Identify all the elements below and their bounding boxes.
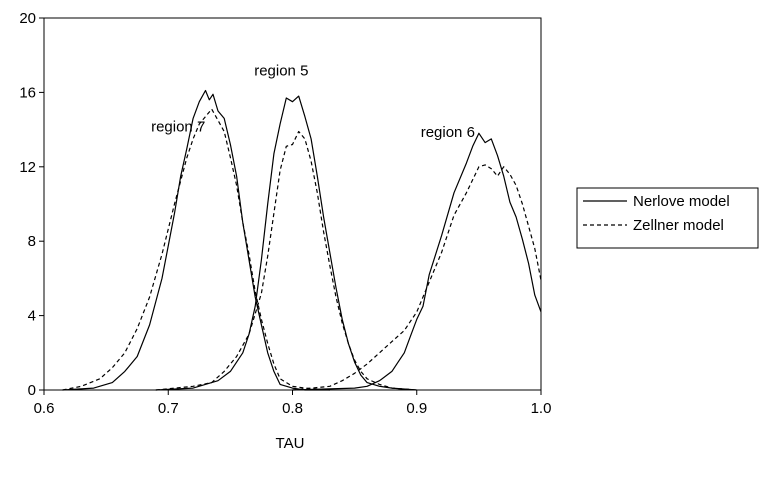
annotation-region-6: region 6 [421,124,475,141]
y-tick-label: 16 [19,84,36,101]
x-axis-ticks: 0.6 0.7 0.8 0.9 1.0 [34,390,552,417]
series-layer [62,89,542,391]
y-tick-label: 0 [28,382,36,399]
y-tick-label: 20 [19,10,36,27]
series-line-nerlove-region-7 [62,89,330,391]
legend: Nerlove model Zellner model [576,187,759,249]
legend-label: Nerlove model [633,193,730,210]
y-tick-label: 4 [28,308,36,325]
y-tick-label: 8 [28,233,36,250]
series-line-zellner-region-7 [62,108,330,391]
y-axis-ticks: 0 4 8 12 16 20 [19,10,44,399]
annotation-region-5: region 5 [254,63,308,80]
legend-box [576,187,759,249]
x-tick-label: 0.6 [34,400,55,417]
series-line-nerlove-region-5 [155,95,417,391]
x-axis-title: TAU [276,435,305,452]
x-tick-label: 1.0 [531,400,552,417]
series-line-nerlove-region-6 [292,132,542,391]
y-tick-label: 12 [19,159,36,176]
series-line-zellner-region-6 [292,164,542,391]
x-tick-label: 0.7 [158,400,179,417]
annotation-layer: region 7 region 5 region 6 [151,63,475,141]
legend-label: Zellner model [633,217,724,234]
x-tick-label: 0.8 [282,400,303,417]
series-line-zellner-region-5 [155,130,417,391]
annotation-region-7: region 7 [151,118,205,135]
x-tick-label: 0.9 [406,400,427,417]
